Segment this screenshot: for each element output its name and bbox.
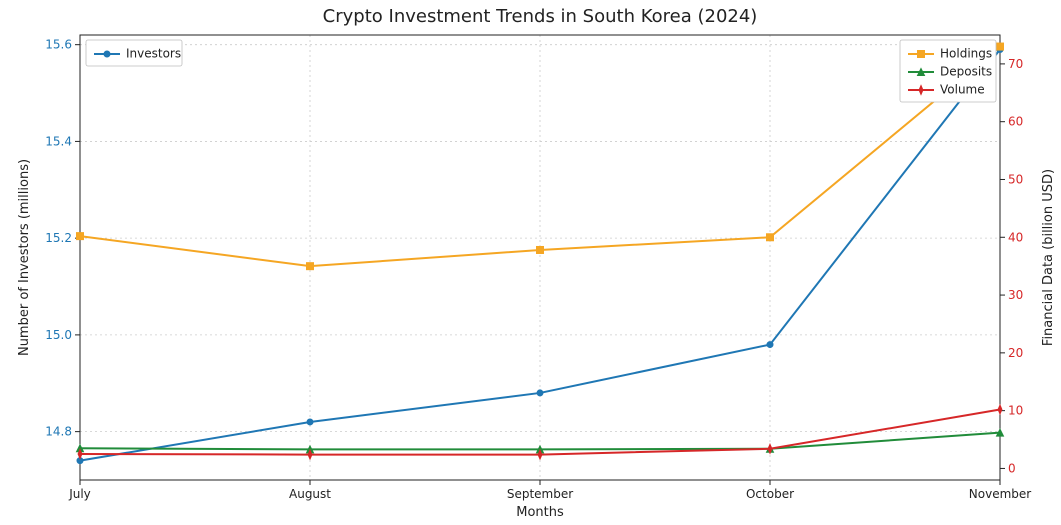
x-tick: July [68,487,91,501]
x-axis-label: Months [516,505,564,520]
legend-item: Volume [940,83,985,97]
legend: Investors [86,40,182,66]
grid [80,35,1000,480]
y-left-tick: 15.4 [45,134,72,148]
x-tick: September [507,487,573,501]
y-left-tick: 15.6 [45,38,72,52]
legend-item: Deposits [940,65,992,79]
y-right-tick: 40 [1008,230,1023,244]
y-right-tick: 60 [1008,115,1023,129]
y-right-tick: 70 [1008,57,1023,71]
legend: Holdings Deposits Volume [900,40,996,102]
y-right-tick: 20 [1008,346,1023,360]
chart-container: Crypto Investment Trends in South Korea … [0,0,1061,525]
y-left-tick: 15.0 [45,328,72,342]
y-right-tick: 50 [1008,172,1023,186]
x-tick: October [746,487,794,501]
chart-svg: Crypto Investment Trends in South Korea … [0,0,1061,525]
y-left-tick: 15.2 [45,231,72,245]
y-right-tick: 10 [1008,404,1023,418]
legend-item: Investors [126,47,181,61]
y-right-tick: 30 [1008,288,1023,302]
y-left-tick: 14.8 [45,425,72,439]
y-right-label: Financial Data (billion USD) [1041,169,1056,346]
x-tick: August [289,487,331,501]
series-volume [78,405,1002,459]
legend-item: Holdings [940,47,992,61]
y-left-label: Number of Investors (millions) [17,159,32,356]
y-right-tick: 0 [1008,461,1016,475]
chart-title: Crypto Investment Trends in South Korea … [323,6,758,27]
x-tick: November [969,487,1031,501]
